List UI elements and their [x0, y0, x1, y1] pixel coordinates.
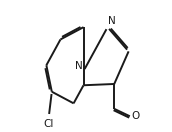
- Text: Cl: Cl: [44, 119, 54, 129]
- Text: N: N: [75, 61, 83, 71]
- Text: N: N: [108, 16, 116, 26]
- Text: O: O: [131, 111, 140, 121]
